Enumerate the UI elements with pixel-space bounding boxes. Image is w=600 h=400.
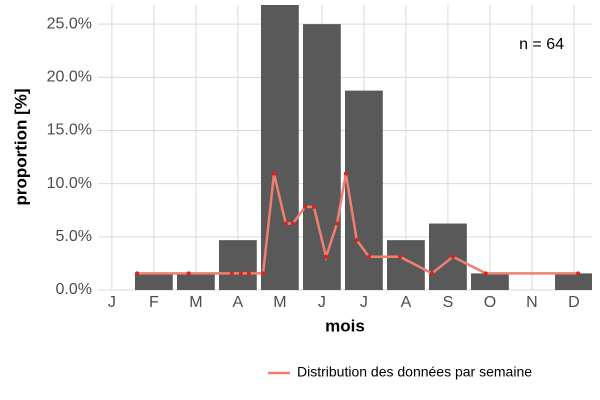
x-tick-label: J <box>318 294 326 311</box>
x-tick-label: M <box>189 294 202 311</box>
bar <box>555 273 592 290</box>
x-tick-label: J <box>360 294 368 311</box>
x-tick-label: S <box>443 294 454 311</box>
x-tick-label: F <box>149 294 159 311</box>
line-point <box>354 238 359 243</box>
line-point <box>303 204 308 209</box>
bars <box>134 5 592 290</box>
line-point <box>272 171 277 176</box>
line-point <box>261 271 266 276</box>
bar <box>302 24 341 290</box>
line-point <box>335 221 340 226</box>
annotation: n = 64 <box>519 36 564 53</box>
x-tick-label: A <box>401 294 412 311</box>
line-point <box>429 271 434 276</box>
line-point <box>246 271 251 276</box>
y-tick-label: 25.0% <box>47 15 92 32</box>
line-point <box>324 254 329 259</box>
y-tick-label: 5.0% <box>56 228 92 245</box>
y-tick-label: 20.0% <box>47 69 92 86</box>
y-axis-label: proportion [%] <box>11 88 30 205</box>
bar <box>471 273 509 290</box>
line-point <box>135 271 140 276</box>
x-tick-label: N <box>526 294 538 311</box>
bar <box>218 240 257 290</box>
x-tick-label: M <box>273 294 286 311</box>
line-point <box>343 171 348 176</box>
bar <box>429 223 467 290</box>
bar <box>345 90 383 290</box>
line-point <box>290 221 295 226</box>
line-point <box>483 271 488 276</box>
x-tick-label: J <box>108 294 116 311</box>
y-tick-label: 10.0% <box>47 175 92 192</box>
x-tick-label: D <box>568 294 580 311</box>
line-point <box>450 254 455 259</box>
bar <box>387 240 425 290</box>
line-point <box>366 254 371 259</box>
x-tick-label: O <box>484 294 496 311</box>
legend-label: Distribution des données par semaine <box>297 364 532 380</box>
line-point <box>398 254 403 259</box>
line-point <box>283 221 288 226</box>
line-point <box>576 271 581 276</box>
line-point <box>311 204 316 209</box>
line-point <box>238 271 243 276</box>
x-tick-label: A <box>233 294 244 311</box>
labels: 0.0% 5.0% 10.0% 15.0% 20.0% 25.0% J F M A M J J A S O N D <box>47 15 580 311</box>
line-point <box>230 271 235 276</box>
bar <box>176 273 215 290</box>
y-tick-label: 15.0% <box>47 122 92 139</box>
y-tick-label: 0.0% <box>56 281 92 298</box>
line-layer <box>135 171 581 276</box>
bar <box>134 273 173 290</box>
x-axis-label: mois <box>325 316 365 335</box>
line-point <box>186 271 191 276</box>
